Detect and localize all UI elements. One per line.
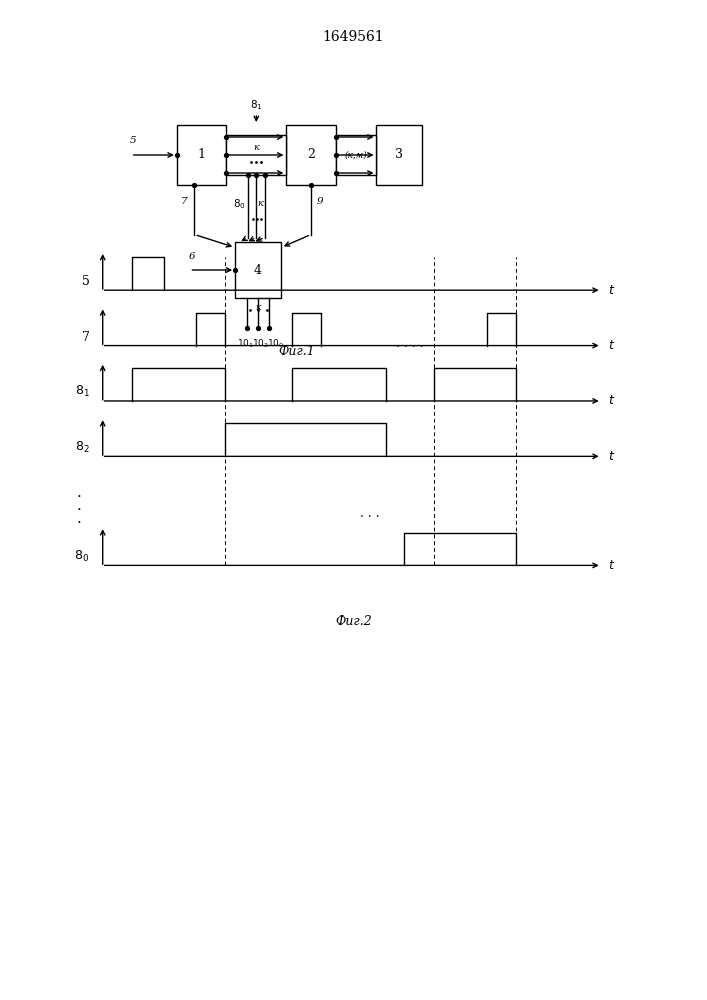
Text: $t$: $t$ bbox=[608, 450, 615, 463]
Text: $t$: $t$ bbox=[608, 284, 615, 297]
Text: . . .: . . . bbox=[360, 507, 380, 520]
Text: 3: 3 bbox=[395, 148, 404, 161]
Text: $t$: $t$ bbox=[608, 394, 615, 407]
Text: 5: 5 bbox=[81, 275, 89, 288]
Text: к: к bbox=[257, 199, 263, 208]
Bar bbox=[235, 242, 281, 298]
Text: Фиг.1: Фиг.1 bbox=[279, 345, 315, 358]
Text: 2: 2 bbox=[307, 148, 315, 161]
Text: 1: 1 bbox=[197, 148, 206, 161]
Text: 1649561: 1649561 bbox=[322, 30, 385, 44]
Text: $10_2$: $10_2$ bbox=[252, 338, 269, 350]
Text: Фиг.2: Фиг.2 bbox=[335, 615, 372, 628]
Text: к: к bbox=[253, 143, 259, 152]
Text: к: к bbox=[255, 302, 261, 312]
Text: $8_0$: $8_0$ bbox=[74, 549, 89, 564]
Bar bbox=[376, 125, 422, 185]
Text: 9: 9 bbox=[317, 197, 324, 206]
Text: $10_0$: $10_0$ bbox=[267, 338, 284, 350]
Text: $8_0$: $8_0$ bbox=[233, 197, 246, 211]
Text: 6: 6 bbox=[189, 252, 196, 261]
Bar bbox=[336, 135, 376, 175]
Text: (к,м): (к,м) bbox=[345, 150, 368, 159]
Text: $10_1$: $10_1$ bbox=[237, 338, 254, 350]
Text: $t$: $t$ bbox=[608, 339, 615, 352]
Text: ·
·
·: · · · bbox=[76, 490, 81, 530]
Text: $t$: $t$ bbox=[608, 559, 615, 572]
Text: . . . .: . . . . bbox=[396, 337, 423, 350]
Bar bbox=[286, 125, 336, 185]
Text: 5: 5 bbox=[129, 136, 136, 145]
Text: 7: 7 bbox=[180, 197, 187, 206]
Text: $8_1$: $8_1$ bbox=[74, 384, 89, 399]
Text: $8_2$: $8_2$ bbox=[75, 440, 89, 455]
Text: $8_1$: $8_1$ bbox=[250, 98, 262, 112]
Text: 7: 7 bbox=[81, 331, 89, 344]
Bar bbox=[226, 135, 286, 175]
Bar bbox=[177, 125, 226, 185]
Text: 4: 4 bbox=[254, 263, 262, 276]
